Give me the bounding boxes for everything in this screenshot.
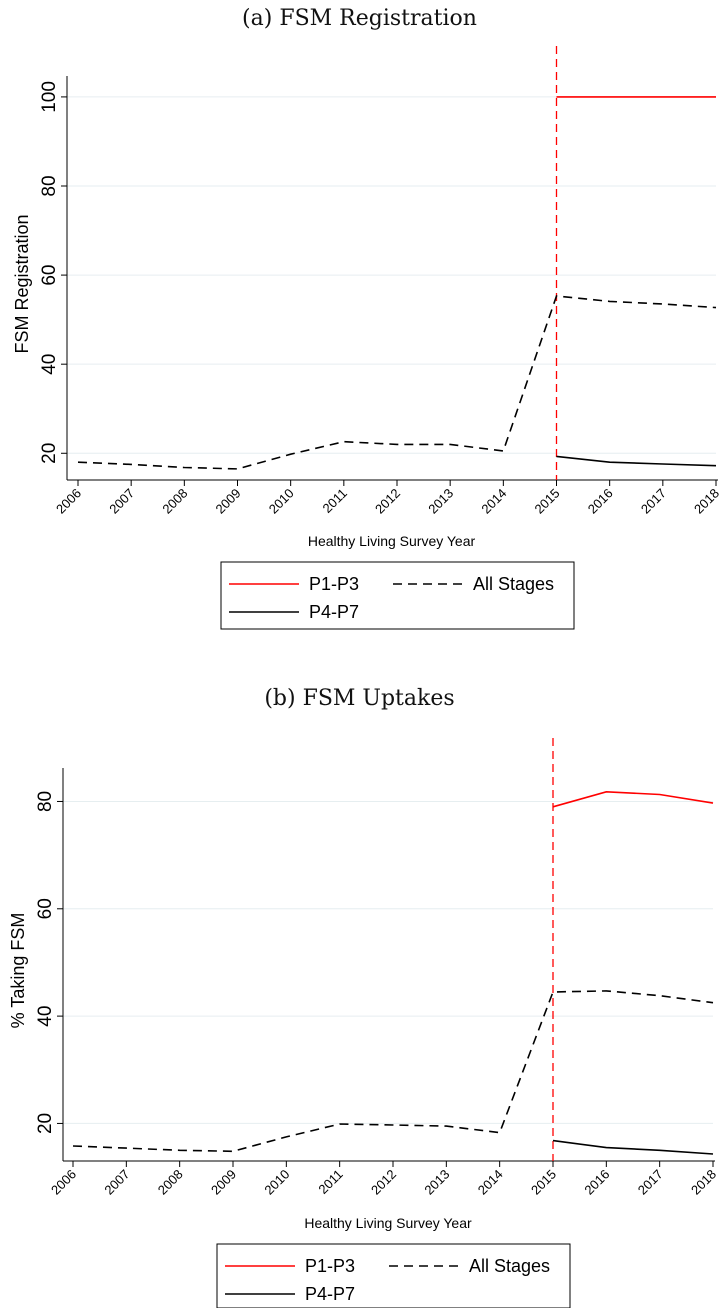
legend-box [216,1243,571,1308]
x-tick-label: 2008 [155,1167,186,1198]
legend-label: All Stages [473,574,554,594]
series-line-p1-p3 [552,790,714,808]
x-tick-label: 2014 [475,1167,506,1198]
y-axis-label: % Taking FSM [8,913,28,1029]
y-tick-label: 20 [39,443,60,464]
x-tick-label: 2010 [261,1167,292,1198]
x-tick-label: 2007 [101,1167,132,1198]
y-tick-label: 20 [35,1113,56,1134]
series-line-all-stages [77,295,717,470]
y-axis-label: FSM Registration [12,214,32,353]
x-tick-label: 2017 [635,1167,666,1198]
y-tick-label: 60 [39,265,60,286]
y-tick-label: 100 [39,81,60,113]
x-tick-label: 2015 [528,1167,559,1198]
x-tick-label: 2006 [48,1167,79,1198]
x-tick-label: 2012 [368,1167,399,1198]
x-axis-label: Healthy Living Survey Year [304,1215,472,1231]
chart-b-title: (b) FSM Uptakes [264,686,455,711]
legend-label: P4-P7 [309,602,359,622]
x-tick-label: 2018 [688,1167,719,1198]
legend-box [220,561,575,630]
chart-a-title: (a) FSM Registration [242,6,477,31]
y-tick-label: 40 [39,354,60,375]
x-tick-label: 2009 [208,1167,239,1198]
legend-label: P4-P7 [305,1284,355,1304]
y-tick-label: 80 [35,791,56,812]
y-tick-label: 80 [39,175,60,196]
series-line-p4-p7 [556,455,717,467]
x-axis-label: Healthy Living Survey Year [308,533,476,549]
y-tick-label: 60 [35,898,56,919]
series-line-all-stages [72,990,714,1153]
series-line-p4-p7 [552,1139,714,1155]
legend-label: P1-P3 [305,1256,355,1276]
legend-label: P1-P3 [309,574,359,594]
x-tick-label: 2016 [581,1167,612,1198]
x-tick-label: 2013 [421,1167,452,1198]
legend-label: All Stages [469,1256,550,1276]
y-tick-label: 40 [35,1006,56,1027]
x-tick-label: 2011 [315,1167,345,1197]
